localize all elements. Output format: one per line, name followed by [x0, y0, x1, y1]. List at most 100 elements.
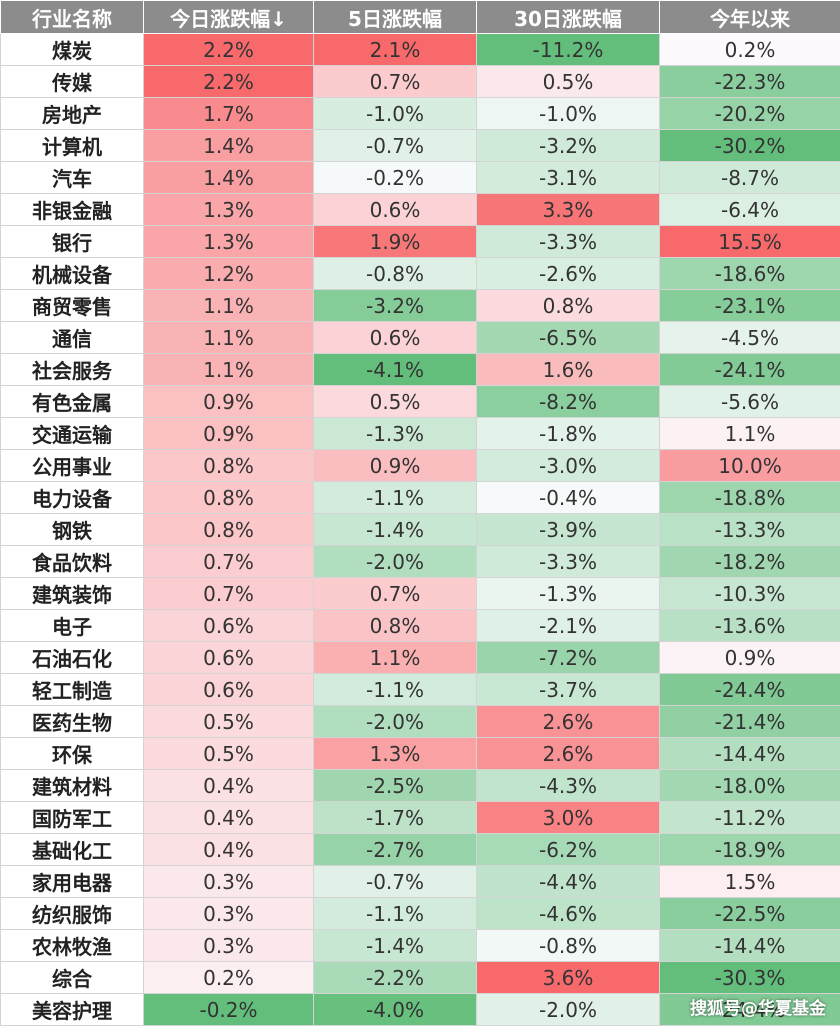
30day-change-cell: 3.0% — [477, 802, 660, 834]
sector-name-cell: 传媒 — [1, 66, 144, 98]
today-change-cell: 0.7% — [144, 578, 314, 610]
5day-change-cell: -1.3% — [314, 418, 477, 450]
30day-change-cell: -2.6% — [477, 258, 660, 290]
5day-change-cell: 1.3% — [314, 738, 477, 770]
ytd-change-cell: -14.4% — [660, 738, 840, 770]
ytd-change-cell: 15.5% — [660, 226, 840, 258]
sector-name-cell: 通信 — [1, 322, 144, 354]
5day-change-cell: -1.1% — [314, 674, 477, 706]
5day-change-cell: -2.0% — [314, 706, 477, 738]
sector-name-cell: 机械设备 — [1, 258, 144, 290]
5day-change-cell: 0.6% — [314, 322, 477, 354]
header-sector-name[interactable]: 行业名称 — [1, 1, 144, 34]
today-change-cell: 1.3% — [144, 194, 314, 226]
30day-change-cell: -1.3% — [477, 578, 660, 610]
ytd-change-cell: -8.7% — [660, 162, 840, 194]
today-change-cell: 0.4% — [144, 770, 314, 802]
30day-change-cell: -2.0% — [477, 994, 660, 1026]
today-change-cell: 0.6% — [144, 610, 314, 642]
header-5day-change[interactable]: 5日涨跌幅 — [314, 1, 477, 34]
30day-change-cell: -3.3% — [477, 226, 660, 258]
ytd-change-cell: -24.1% — [660, 354, 840, 386]
today-change-cell: 1.1% — [144, 354, 314, 386]
sector-name-cell: 电子 — [1, 610, 144, 642]
ytd-change-cell: -21.4% — [660, 706, 840, 738]
30day-change-cell: -3.9% — [477, 514, 660, 546]
today-change-cell: 0.8% — [144, 514, 314, 546]
ytd-change-cell: -24.4% — [660, 674, 840, 706]
sector-name-cell: 电力设备 — [1, 482, 144, 514]
sector-name-cell: 计算机 — [1, 130, 144, 162]
ytd-change-cell: -20.2% — [660, 98, 840, 130]
30day-change-cell: -6.5% — [477, 322, 660, 354]
today-change-cell: 1.4% — [144, 162, 314, 194]
today-change-cell: 0.5% — [144, 738, 314, 770]
30day-change-cell: -11.2% — [477, 34, 660, 66]
5day-change-cell: -2.7% — [314, 834, 477, 866]
sector-name-cell: 建筑装饰 — [1, 578, 144, 610]
today-change-cell: 1.1% — [144, 322, 314, 354]
ytd-change-cell: -30.2% — [660, 130, 840, 162]
today-change-cell: 1.7% — [144, 98, 314, 130]
5day-change-cell: 1.1% — [314, 642, 477, 674]
ytd-change-cell: -13.6% — [660, 610, 840, 642]
30day-change-cell: -1.8% — [477, 418, 660, 450]
30day-change-cell: 1.6% — [477, 354, 660, 386]
30day-change-cell: -4.3% — [477, 770, 660, 802]
sector-name-cell: 轻工制造 — [1, 674, 144, 706]
sector-name-cell: 综合 — [1, 962, 144, 994]
5day-change-cell: -0.7% — [314, 130, 477, 162]
30day-change-cell: 0.5% — [477, 66, 660, 98]
today-change-cell: 0.3% — [144, 866, 314, 898]
today-change-cell: 1.4% — [144, 130, 314, 162]
30day-change-cell: -8.2% — [477, 386, 660, 418]
ytd-change-cell: -22.5% — [660, 898, 840, 930]
ytd-change-cell: -11.2% — [660, 802, 840, 834]
30day-change-cell: -2.1% — [477, 610, 660, 642]
header-ytd-change[interactable]: 今年以来 — [660, 1, 840, 34]
5day-change-cell: 2.1% — [314, 34, 477, 66]
today-change-cell: 0.4% — [144, 802, 314, 834]
sector-name-cell: 纺织服饰 — [1, 898, 144, 930]
sector-name-cell: 社会服务 — [1, 354, 144, 386]
sector-name-cell: 环保 — [1, 738, 144, 770]
30day-change-cell: 2.6% — [477, 738, 660, 770]
ytd-change-cell: 10.0% — [660, 450, 840, 482]
ytd-change-cell: -6.4% — [660, 194, 840, 226]
5day-change-cell: -4.1% — [314, 354, 477, 386]
30day-change-cell: -1.0% — [477, 98, 660, 130]
ytd-change-cell: 0.9% — [660, 642, 840, 674]
5day-change-cell: 0.7% — [314, 66, 477, 98]
ytd-change-cell: 1.5% — [660, 866, 840, 898]
sector-name-cell: 有色金属 — [1, 386, 144, 418]
today-change-cell: 0.3% — [144, 898, 314, 930]
sector-name-cell: 农林牧渔 — [1, 930, 144, 962]
sector-name-cell: 建筑材料 — [1, 770, 144, 802]
30day-change-cell: -3.2% — [477, 130, 660, 162]
sector-name-cell: 基础化工 — [1, 834, 144, 866]
header-row: 行业名称 今日涨跌幅↓ 5日涨跌幅 30日涨跌幅 今年以来 — [1, 1, 840, 34]
5day-change-cell: 0.9% — [314, 450, 477, 482]
today-change-cell: 1.3% — [144, 226, 314, 258]
sector-name-cell: 银行 — [1, 226, 144, 258]
today-change-cell: 0.4% — [144, 834, 314, 866]
header-today-change[interactable]: 今日涨跌幅↓ — [144, 1, 314, 34]
sector-name-cell: 石油石化 — [1, 642, 144, 674]
header-30day-change[interactable]: 30日涨跌幅 — [477, 1, 660, 34]
30day-change-cell: -7.2% — [477, 642, 660, 674]
watermark: 搜狐号@华夏基金 — [690, 994, 826, 1019]
